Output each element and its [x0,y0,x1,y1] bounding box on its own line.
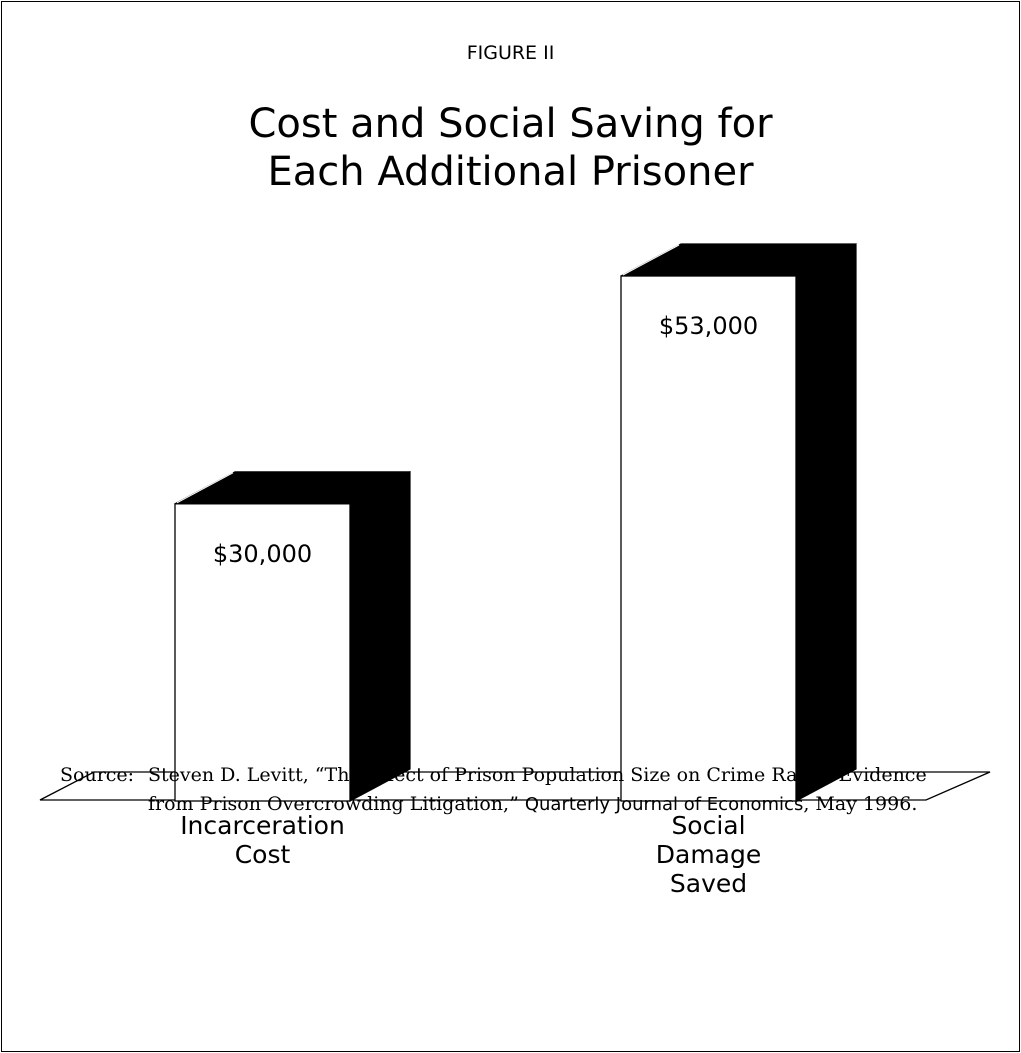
chart-title: Cost and Social Saving for Each Addition… [0,100,1021,196]
bar [620,275,797,802]
category-label-line: Damage [655,840,762,869]
bar-side-face [795,243,857,802]
figure-label: FIGURE II [466,42,555,64]
bar [174,503,351,802]
category-label-line: Incarceration [180,811,345,840]
bar-side-face [349,470,411,802]
source-date: , May 1996. [803,793,918,815]
source-journal: Quarterly Journal of Economics [524,794,804,815]
category-label-line: Social [671,811,746,840]
bar-data-label: $53,000 [659,312,758,340]
category-label-social-damage-saved: Social Damage Saved [581,811,836,898]
category-label-line: Cost [234,840,291,869]
chart-title-line-2: Each Additional Prisoner [267,149,754,195]
bar-data-label: $30,000 [213,540,312,568]
source-prefix: Source: [60,764,135,786]
bar-top-edge [176,472,234,504]
source-text: Steven D. Levitt, “The Effect of Prison … [148,764,927,815]
category-label-line: Saved [669,869,748,898]
source-citation: Steven D. Levitt, “The Effect of Prison … [148,761,968,819]
category-label-incarceration-cost: Incarceration Cost [135,811,390,869]
bar-top-edge [622,244,680,276]
chart-title-line-1: Cost and Social Saving for [248,101,773,147]
